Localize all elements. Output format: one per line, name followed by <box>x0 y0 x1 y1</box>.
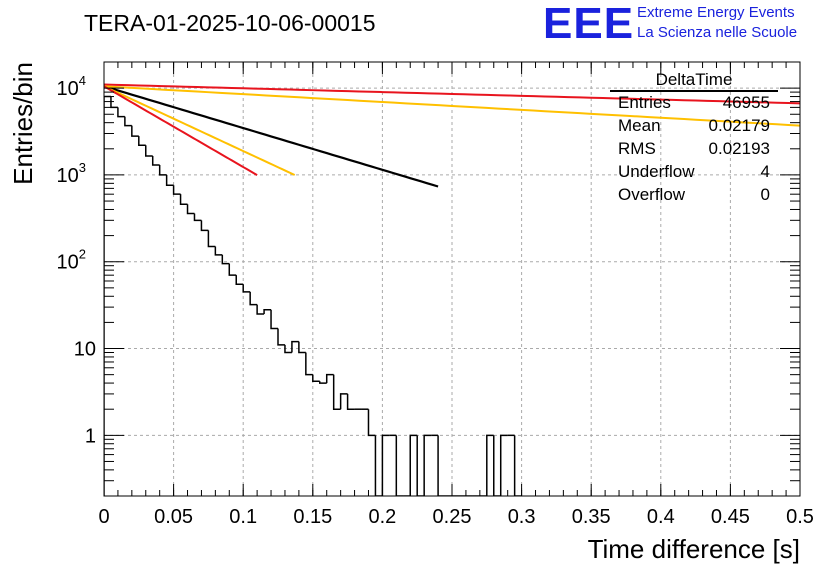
logo-line2: La Scienza nelle Scuole <box>637 24 798 41</box>
histogram-bin <box>228 263 237 276</box>
x-tick-label: 0.4 <box>647 506 675 528</box>
histogram-bin <box>325 373 334 384</box>
stats-value: 0 <box>760 185 770 204</box>
stats-value: 0.02193 <box>708 139 770 158</box>
histogram-bin <box>131 125 139 137</box>
histogram-bin <box>513 435 522 496</box>
stats-row-entries: Entries 46955 <box>618 93 770 115</box>
series-line-orange-slow <box>104 85 800 127</box>
histogram-bin <box>486 434 494 496</box>
histogram-bin <box>277 328 285 346</box>
histogram-bin <box>242 284 251 293</box>
histogram-bin <box>179 194 188 205</box>
histogram-bin <box>367 409 376 437</box>
stats-label: Overflow <box>618 185 686 204</box>
stats-box: DeltaTime Entries 46955 Mean 0.02179 RMS… <box>610 70 778 210</box>
histogram-bin <box>291 340 299 353</box>
x-tick-label: 0.1 <box>229 506 257 528</box>
stats-value: 46955 <box>722 93 770 112</box>
stats-row-mean: Mean 0.02179 <box>618 116 770 138</box>
stats-row-overflow: Overflow 0 <box>618 185 770 207</box>
stats-label: RMS <box>618 139 656 158</box>
histogram-bin <box>381 434 390 496</box>
series-line-orange-fast <box>104 85 296 176</box>
x-tick-label: 0.3 <box>508 506 536 528</box>
y-tick-label: 104 <box>57 73 86 100</box>
stats-label: Entries <box>618 93 671 112</box>
histogram-bin <box>263 308 272 314</box>
histogram-bin <box>207 230 216 248</box>
histogram-bin <box>235 275 244 286</box>
plot-title: TERA-01-2025-10-06-00015 <box>84 10 376 36</box>
x-axis-title: Time difference [s] <box>588 534 800 564</box>
histogram-bin <box>138 136 146 146</box>
x-tick-label: 0.35 <box>572 506 611 528</box>
histogram-bin <box>249 291 258 306</box>
histogram-bin <box>186 204 195 215</box>
histogram-bin <box>298 341 306 354</box>
histogram-bin <box>117 107 125 118</box>
histogram-bin <box>319 381 327 384</box>
x-tick-label: 0 <box>98 506 109 528</box>
x-tick-label: 0.25 <box>433 506 472 528</box>
histogram-bin <box>193 213 202 222</box>
y-axis-title: Entries/bin <box>8 62 38 185</box>
histogram-bin <box>284 344 292 354</box>
eee-logo: EEE <box>543 0 635 48</box>
histogram-bin <box>200 220 209 232</box>
logo-line1: Extreme Energy Events <box>637 4 795 21</box>
histogram-bin <box>172 185 181 195</box>
x-tick-label: 0.15 <box>293 506 332 528</box>
histogram-bin <box>499 434 508 496</box>
y-tick-label: 10 <box>74 339 96 361</box>
x-tick-label: 0.5 <box>786 506 814 528</box>
histogram-bin <box>493 435 501 496</box>
histogram-bin <box>256 304 265 315</box>
y-tick-label: 102 <box>57 247 86 274</box>
stats-divider <box>610 90 778 92</box>
exponential-curves <box>104 83 800 188</box>
x-tick-label: 0.05 <box>154 506 193 528</box>
histogram-bin <box>409 434 418 496</box>
axis-labels: 0 0.05 0.1 0.15 0.2 0.25 0.3 0.35 0.4 0.45 0.5 1 10 1… <box>8 62 814 564</box>
stats-row-underflow: Underflow 4 <box>618 162 770 184</box>
series-line-red-fast <box>104 85 258 176</box>
stats-label: Mean <box>618 116 661 135</box>
axis-ticks <box>103 61 801 497</box>
x-tick-label: 0.2 <box>368 506 396 528</box>
histogram-bin <box>305 352 313 376</box>
histogram-bin <box>332 374 341 410</box>
histogram-bin <box>124 116 132 127</box>
histogram-bin <box>214 246 223 256</box>
stats-title: DeltaTime <box>655 70 733 89</box>
y-tick-label: 103 <box>57 160 86 187</box>
histogram-bin <box>437 435 446 496</box>
histogram-bin <box>339 393 348 410</box>
histogram-bin <box>374 435 383 496</box>
histogram-bin <box>151 156 160 166</box>
series-line-fit <box>104 85 439 188</box>
y-tick-label: 1 <box>85 425 96 447</box>
histogram-bin <box>158 165 167 176</box>
stats-row-rms: RMS 0.02193 <box>618 139 770 161</box>
histogram-bin <box>423 434 432 496</box>
histogram-bin <box>270 309 278 330</box>
x-tick-label: 0.45 <box>711 506 750 528</box>
series-line-red-slow <box>104 83 800 105</box>
stats-value: 4 <box>760 162 770 181</box>
histogram-bin <box>145 145 153 157</box>
histogram-bin <box>221 254 230 265</box>
histogram-bin <box>395 435 404 496</box>
histogram-bin <box>165 174 174 187</box>
stats-label: Underflow <box>618 162 695 181</box>
histogram-bin <box>312 374 320 382</box>
stats-value: 0.02179 <box>708 116 770 135</box>
histogram-bin <box>346 393 355 410</box>
histogram-bin <box>416 435 425 496</box>
